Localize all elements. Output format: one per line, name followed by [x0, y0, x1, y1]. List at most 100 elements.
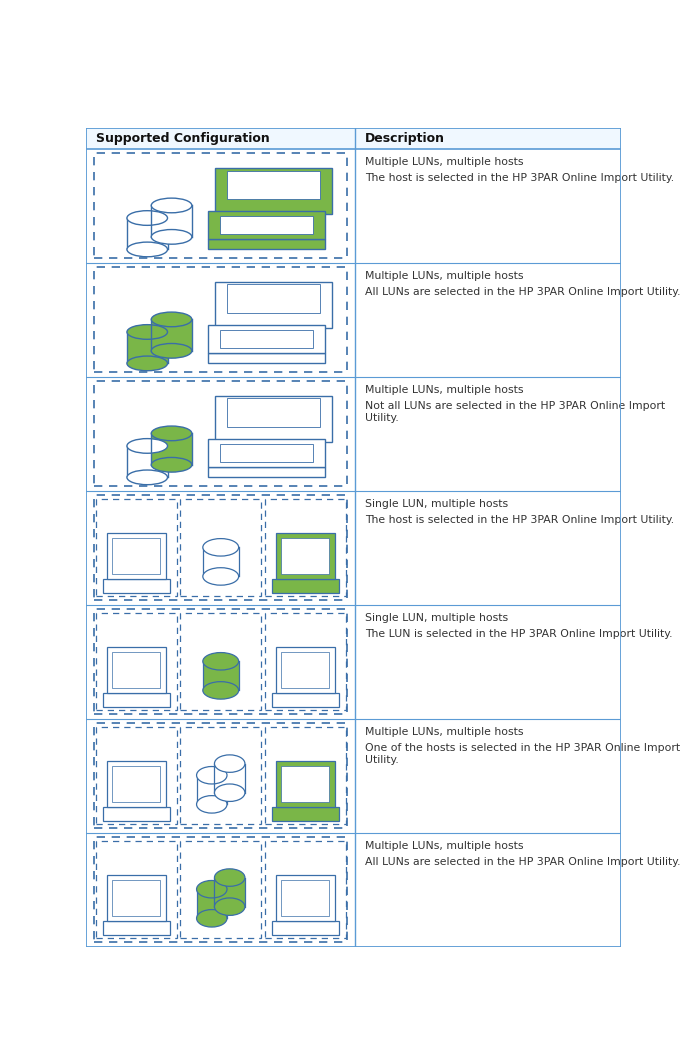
Bar: [127, 218, 168, 249]
Ellipse shape: [151, 230, 192, 245]
Ellipse shape: [151, 312, 192, 327]
Bar: [95, 841, 177, 937]
Ellipse shape: [127, 438, 168, 453]
Bar: [151, 205, 192, 237]
Bar: [208, 353, 325, 364]
Bar: [264, 727, 346, 824]
Bar: [107, 533, 166, 579]
Bar: [151, 433, 192, 465]
Bar: [208, 467, 325, 478]
Bar: [112, 766, 160, 802]
Text: The host is selected in the HP 3PAR Online Import Utility.: The host is selected in the HP 3PAR Onli…: [365, 173, 674, 183]
Bar: [219, 330, 313, 348]
Ellipse shape: [127, 211, 168, 226]
Ellipse shape: [197, 766, 227, 784]
Bar: [95, 727, 177, 824]
Bar: [180, 841, 262, 937]
Bar: [151, 319, 192, 351]
Ellipse shape: [151, 344, 192, 359]
Bar: [281, 652, 329, 688]
Bar: [203, 547, 239, 577]
Bar: [281, 538, 329, 575]
Ellipse shape: [203, 682, 239, 699]
Bar: [94, 837, 348, 942]
Ellipse shape: [151, 458, 192, 472]
Text: All LUNs are selected in the HP 3PAR Online Import Utility.: All LUNs are selected in the HP 3PAR Onl…: [365, 857, 681, 867]
Bar: [112, 538, 160, 575]
Bar: [203, 662, 239, 691]
Bar: [107, 876, 166, 920]
Bar: [94, 722, 348, 828]
Bar: [227, 170, 320, 199]
Bar: [94, 495, 348, 600]
Bar: [215, 168, 332, 214]
Bar: [86, 128, 621, 149]
Bar: [276, 876, 335, 920]
Ellipse shape: [203, 652, 239, 670]
Bar: [208, 239, 325, 249]
Text: Not all LUNs are selected in the HP 3PAR Online Import
Utility.: Not all LUNs are selected in the HP 3PAR…: [365, 401, 665, 422]
Bar: [180, 727, 262, 824]
Bar: [197, 890, 227, 918]
Bar: [272, 579, 339, 593]
Ellipse shape: [215, 784, 245, 801]
Bar: [103, 920, 170, 934]
Bar: [215, 878, 245, 907]
Bar: [227, 398, 320, 427]
Ellipse shape: [127, 243, 168, 256]
Bar: [272, 920, 339, 934]
Ellipse shape: [197, 910, 227, 927]
Ellipse shape: [215, 898, 245, 915]
Bar: [264, 841, 346, 937]
Bar: [103, 693, 170, 706]
Bar: [103, 579, 170, 593]
Bar: [272, 807, 339, 820]
Bar: [264, 613, 346, 710]
Bar: [215, 764, 245, 793]
Bar: [112, 880, 160, 916]
Bar: [180, 499, 262, 596]
Bar: [219, 216, 313, 234]
Text: The LUN is selected in the HP 3PAR Online Import Utility.: The LUN is selected in the HP 3PAR Onlin…: [365, 629, 673, 639]
Ellipse shape: [151, 426, 192, 440]
Text: All LUNs are selected in the HP 3PAR Online Import Utility.: All LUNs are selected in the HP 3PAR Onl…: [365, 287, 681, 297]
Text: Multiple LUNs, multiple hosts: Multiple LUNs, multiple hosts: [365, 156, 524, 167]
Bar: [127, 332, 168, 364]
Bar: [127, 446, 168, 478]
Text: One of the hosts is selected in the HP 3PAR Online Import
Utility.: One of the hosts is selected in the HP 3…: [365, 743, 680, 765]
Text: Supported Configuration: Supported Configuration: [95, 132, 269, 145]
Ellipse shape: [215, 754, 245, 772]
Bar: [208, 211, 325, 239]
Ellipse shape: [203, 568, 239, 585]
Ellipse shape: [151, 198, 192, 213]
Bar: [94, 609, 348, 714]
Bar: [95, 499, 177, 596]
Text: Single LUN, multiple hosts: Single LUN, multiple hosts: [365, 613, 509, 622]
Bar: [180, 613, 262, 710]
Bar: [107, 762, 166, 807]
Ellipse shape: [203, 538, 239, 556]
Bar: [272, 693, 339, 706]
Bar: [112, 652, 160, 688]
Bar: [208, 438, 325, 467]
Text: Multiple LUNs, multiple hosts: Multiple LUNs, multiple hosts: [365, 841, 524, 851]
Ellipse shape: [127, 325, 168, 339]
Bar: [95, 613, 177, 710]
Bar: [276, 533, 335, 579]
Bar: [281, 766, 329, 802]
Text: Multiple LUNs, multiple hosts: Multiple LUNs, multiple hosts: [365, 385, 524, 395]
Bar: [107, 647, 166, 693]
Bar: [94, 153, 348, 257]
Bar: [94, 267, 348, 371]
Bar: [227, 284, 320, 313]
Ellipse shape: [197, 881, 227, 898]
Bar: [264, 499, 346, 596]
Bar: [276, 647, 335, 693]
Bar: [215, 282, 332, 328]
Bar: [276, 762, 335, 807]
Bar: [215, 396, 332, 442]
Text: Multiple LUNs, multiple hosts: Multiple LUNs, multiple hosts: [365, 271, 524, 281]
Ellipse shape: [215, 869, 245, 886]
Bar: [281, 880, 329, 916]
Bar: [197, 776, 227, 804]
